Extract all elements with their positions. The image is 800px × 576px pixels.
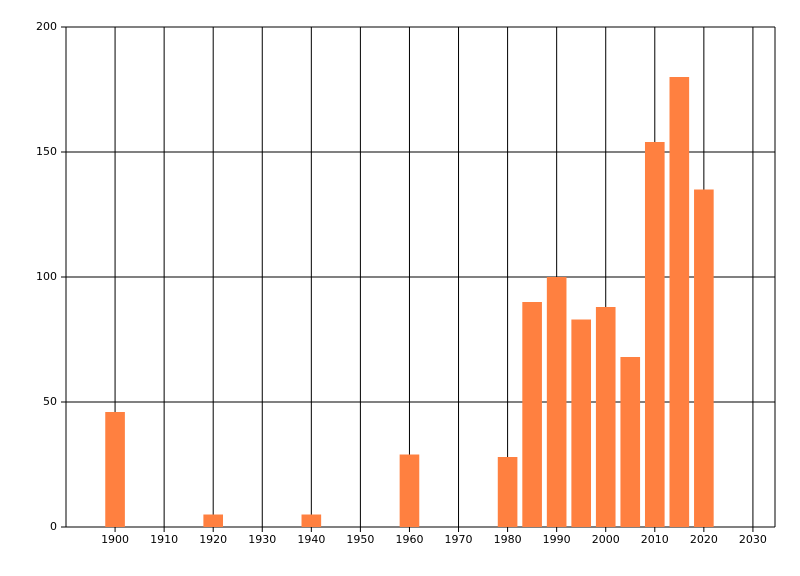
x-tick-label: 1960 xyxy=(395,533,423,546)
bar xyxy=(546,277,567,527)
bar xyxy=(644,142,665,527)
x-tick-label: 2010 xyxy=(641,533,669,546)
x-tick-label: 2000 xyxy=(592,533,620,546)
bar xyxy=(203,514,224,527)
y-tick-label: 200 xyxy=(36,20,57,33)
y-tick-label: 50 xyxy=(43,395,57,408)
y-tick-label: 0 xyxy=(50,520,57,533)
bar xyxy=(669,77,690,527)
bar xyxy=(595,307,616,527)
x-tick-label: 2030 xyxy=(739,533,767,546)
x-tick-label: 1920 xyxy=(199,533,227,546)
x-tick-label: 1950 xyxy=(346,533,374,546)
bar xyxy=(694,189,714,527)
x-tick-label: 1990 xyxy=(543,533,571,546)
x-tick-label: 1930 xyxy=(248,533,276,546)
bar xyxy=(571,319,592,527)
bar xyxy=(105,412,125,527)
x-tick-label: 1970 xyxy=(445,533,473,546)
bar xyxy=(522,302,542,527)
x-tick-label: 1900 xyxy=(101,533,129,546)
x-tick-label: 2020 xyxy=(690,533,718,546)
x-tick-label: 1910 xyxy=(150,533,178,546)
bar xyxy=(399,454,420,527)
y-tick-label: 150 xyxy=(36,145,57,158)
y-tick-label: 100 xyxy=(36,270,57,283)
bar xyxy=(497,457,518,527)
x-tick-label: 1980 xyxy=(494,533,522,546)
x-tick-label: 1940 xyxy=(297,533,325,546)
bar xyxy=(620,357,641,527)
bar xyxy=(301,514,322,527)
